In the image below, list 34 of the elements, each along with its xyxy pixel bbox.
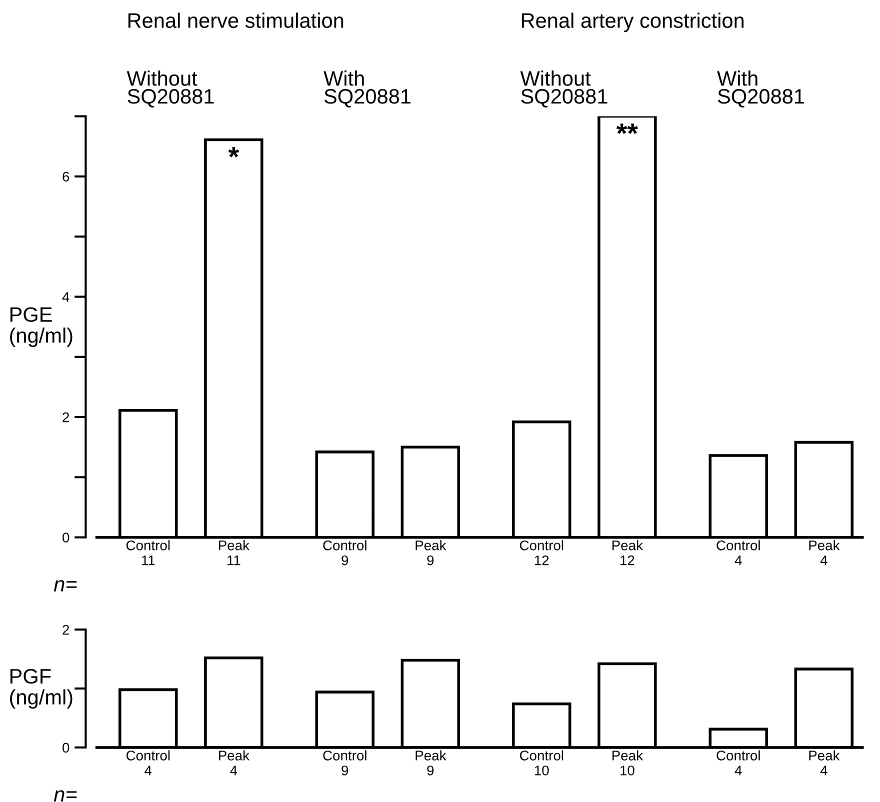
text: Without SQ20881 — [520, 70, 608, 108]
x-tick-label: Peak 4 — [218, 750, 250, 776]
y-tick-label: 0 — [62, 532, 70, 543]
y-axis-title: PGF (ng/ml) — [10, 668, 72, 709]
x-tick-label: Control 12 — [520, 540, 564, 566]
x-tick-label: Peak 12 — [612, 540, 644, 566]
x-tick-label: Peak 10 — [612, 750, 644, 776]
x-tick-label: Control 4 — [126, 750, 170, 776]
text: With SQ20881 — [324, 70, 410, 108]
y-tick-label: 4 — [62, 292, 70, 302]
y-tick-label: 2 — [62, 624, 70, 635]
y-tick-label: 2 — [62, 412, 70, 422]
x-tick-label: Peak 11 — [218, 540, 250, 566]
text: * — [228, 147, 240, 158]
text: n= — [54, 580, 77, 592]
text: With SQ20881 — [717, 70, 804, 108]
x-tick-label: Control 4 — [716, 540, 760, 566]
x-tick-label: Peak 4 — [809, 540, 840, 566]
x-tick-label: Control 9 — [323, 750, 366, 776]
text: ** — [616, 124, 638, 134]
text: Renal nerve stimulation — [128, 12, 344, 28]
y-tick-label: 6 — [62, 172, 70, 182]
x-tick-label: Control 10 — [520, 750, 564, 776]
x-tick-label: Control 4 — [716, 750, 760, 776]
text: n= — [54, 790, 77, 802]
text: Without SQ20881 — [126, 70, 214, 108]
text: Renal artery constriction — [522, 12, 744, 32]
x-tick-label: Peak 9 — [416, 750, 446, 776]
x-tick-label: Peak 9 — [416, 540, 446, 566]
x-tick-label: Control 9 — [323, 540, 366, 566]
x-tick-label: Control 11 — [126, 540, 170, 566]
y-tick-label: 0 — [62, 742, 70, 753]
y-axis-title: PGE (ng/ml) — [10, 307, 72, 347]
x-tick-label: Peak 4 — [809, 750, 840, 776]
